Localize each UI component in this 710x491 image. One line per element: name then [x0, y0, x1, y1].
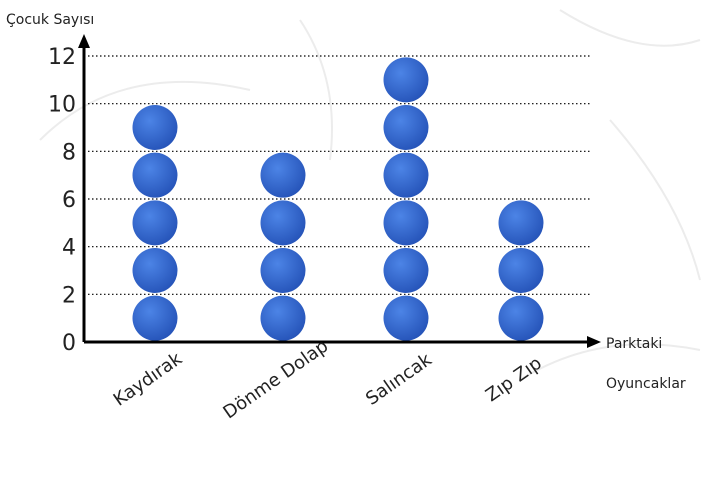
y-tick-label: 10: [48, 93, 76, 118]
pictograph-symbol: [260, 200, 306, 246]
y-axis-arrow: [78, 34, 90, 48]
y-axis-ticks: 0 2 4 6 8 10 12: [48, 45, 76, 356]
pictograph-symbol: [383, 200, 429, 246]
pictograph-symbol: [383, 105, 429, 150]
y-tick-label: 12: [48, 45, 76, 70]
y-axis-title: Çocuk Sayısı: [6, 12, 94, 28]
pictograph-symbol: [260, 152, 306, 198]
pictograph-symbol: [132, 152, 178, 198]
gridlines: [84, 55, 590, 295]
pictograph-symbol: [383, 248, 429, 293]
pictograph-symbol: [498, 295, 544, 341]
x-category-label: Zıp Zıp: [482, 353, 546, 406]
y-tick-label: 2: [62, 283, 76, 308]
x-category-label: Kaydırak: [110, 348, 187, 411]
x-category-label: Dönme Dolap: [219, 336, 332, 424]
x-axis-category-labels: Kaydırak Dönme Dolap Salıncak Zıp Zıp: [110, 336, 546, 424]
x-axis-arrow: [587, 336, 601, 348]
pictograph-symbol: [498, 200, 544, 246]
pictograph-symbol: [383, 295, 429, 341]
x-axis-title-line1: Parktaki: [606, 336, 662, 352]
pictograph-symbol: [383, 57, 429, 103]
pictograph-symbol: [132, 248, 178, 293]
pictograph-symbol: [132, 200, 178, 246]
background-decoration: [39, 9, 701, 381]
pictograph-symbols: [132, 57, 544, 341]
pictograph-symbol: [383, 152, 429, 198]
y-tick-label: 8: [62, 140, 76, 165]
pictograph-symbol: [132, 105, 178, 150]
x-category-label: Salıncak: [362, 349, 436, 410]
pictograph-symbol: [260, 248, 306, 293]
x-axis-title-line2: Oyuncaklar: [606, 376, 686, 392]
y-tick-label: 0: [62, 331, 76, 356]
pictograph-symbol: [132, 295, 178, 341]
pictograph-symbol: [260, 295, 306, 341]
y-tick-label: 4: [62, 236, 76, 261]
pictograph-symbol: [498, 248, 544, 293]
y-tick-label: 6: [62, 188, 76, 213]
